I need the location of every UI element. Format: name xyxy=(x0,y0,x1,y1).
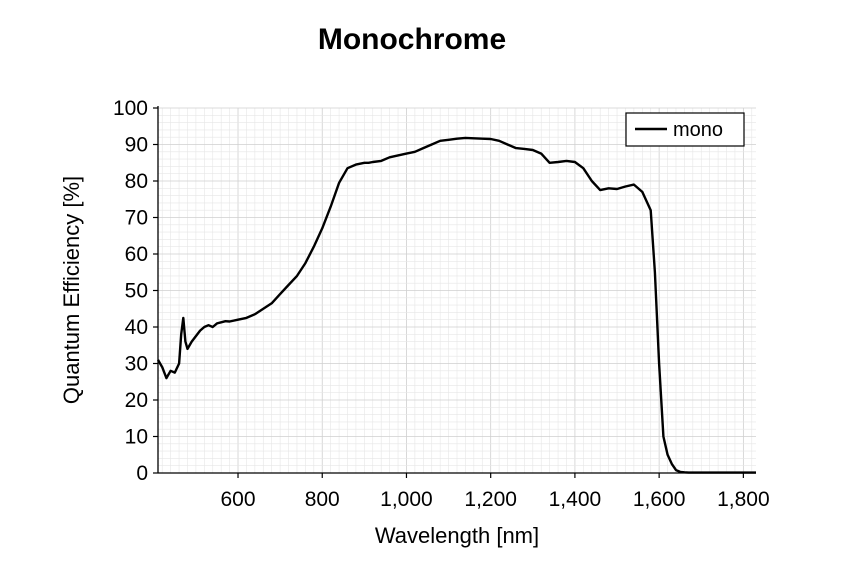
x-tick-label: 1,600 xyxy=(633,488,686,511)
y-tick-label: 60 xyxy=(125,243,148,266)
y-tick-label: 0 xyxy=(136,462,148,485)
x-tick-label: 800 xyxy=(305,488,340,511)
grid xyxy=(158,107,756,474)
y-axis-label: Quantum Efficiency [%] xyxy=(59,176,84,404)
series-line-mono xyxy=(156,136,756,474)
y-tick-label: 50 xyxy=(125,280,148,303)
chart-title: Monochrome xyxy=(318,23,506,56)
y-tick-label: 90 xyxy=(125,134,148,157)
x-tick-label: 600 xyxy=(220,488,255,511)
y-axis-ticks: 0 10 20 30 40 50 60 70 80 90 100 xyxy=(113,97,158,485)
y-tick-label: 40 xyxy=(125,316,148,339)
y-tick-label: 70 xyxy=(125,207,148,230)
legend-label-mono: mono xyxy=(673,119,723,141)
x-tick-label: 1,200 xyxy=(464,488,517,511)
x-tick-label: 1,800 xyxy=(717,488,770,511)
legend: mono xyxy=(625,112,745,147)
axes xyxy=(157,106,756,474)
y-tick-label: 30 xyxy=(125,353,148,376)
x-axis-ticks: 600 800 1,000 1,200 1,400 1,600 1,800 xyxy=(220,473,770,511)
y-tick-label: 10 xyxy=(125,426,148,449)
y-tick-label: 100 xyxy=(113,97,148,120)
x-tick-label: 1,400 xyxy=(549,488,602,511)
y-tick-label: 20 xyxy=(125,389,148,412)
y-tick-label: 80 xyxy=(125,170,148,193)
x-axis-label: Wavelength [nm] xyxy=(375,523,539,548)
x-tick-label: 1,000 xyxy=(380,488,433,511)
